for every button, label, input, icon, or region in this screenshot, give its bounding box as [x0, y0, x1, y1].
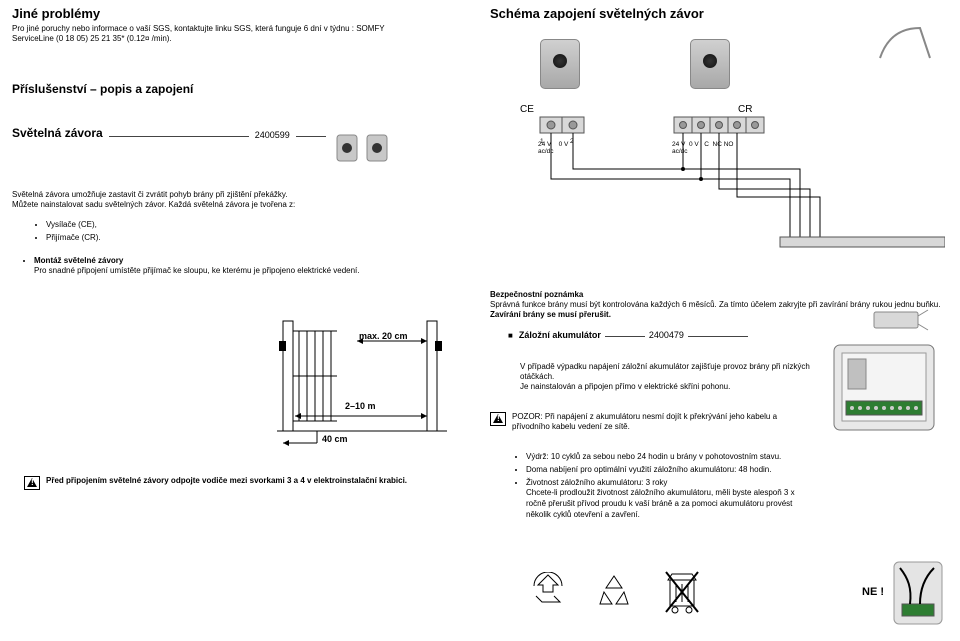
photocell-mini-illustration	[332, 131, 402, 166]
bullet-ce: Vysílače (CE),	[46, 220, 472, 231]
battery-illustration	[870, 306, 930, 334]
battery-specs: Výdrž: 10 cyklů za sebou nebo 24 hodin u…	[504, 452, 814, 521]
mount-list: Montáž světelné závory Pro snadné připoj…	[12, 256, 472, 278]
spec-3: Životnost záložního akumulátoru: 3 roky …	[526, 478, 814, 521]
warning-1: Před připojením světelné závory odpojte …	[24, 476, 409, 490]
title-schema: Schéma zapojení světelných závor	[490, 6, 945, 21]
photocell-ce-img	[540, 39, 580, 89]
product-line: Světelná závora 2400599	[12, 126, 472, 140]
l2-acdc: ac/dc	[672, 148, 688, 155]
photocell-cr-img	[690, 39, 730, 89]
safety-bold: Zavírání brány se musí přerušit.	[490, 310, 611, 319]
ne-label: NE !	[862, 586, 884, 598]
product-name: Světelná závora	[12, 126, 103, 140]
trash-icon	[662, 566, 702, 614]
mount-item: Montáž světelné závory Pro snadné připoj…	[34, 256, 472, 278]
batt-p2: Je nainstalován a připojen přímo v elekt…	[520, 382, 820, 392]
l-ncno: NC NO	[713, 141, 734, 148]
warning-icon	[24, 476, 40, 490]
l-0v: 0 V	[559, 141, 569, 148]
batt-num: 2400479	[649, 330, 684, 340]
square-bullet: ■	[508, 331, 515, 340]
title-problems: Jiné problémy	[12, 6, 472, 21]
bullet-cr: Přijímače (CR).	[46, 233, 472, 244]
recycle-row	[530, 566, 702, 614]
batt-label: Záložní akumulátor	[519, 330, 601, 340]
product-number: 2400599	[255, 130, 290, 140]
recycle-icon-2	[596, 572, 632, 608]
desc2: Můžete nainstalovat sadu světelných závo…	[12, 200, 472, 210]
title-accessories: Příslušenství – popis a zapojení	[12, 82, 472, 96]
u3	[605, 336, 645, 337]
spec-2: Doma nabíjení pro optimální využití zálo…	[526, 465, 814, 476]
warning-2: POZOR: Při napájení z akumulátoru nesmí …	[490, 412, 790, 432]
spec-1: Výdrž: 10 cyklů za sebou nebo 24 hodin u…	[526, 452, 814, 463]
recycle-icon-1	[530, 572, 566, 608]
mount-title: Montáž světelné závory	[34, 256, 123, 265]
wiring-diagram: CE CR 1 2	[490, 29, 945, 244]
mount-text: Pro snadné připojení umístěte přijímač k…	[34, 266, 360, 275]
parts-list: Vysílače (CE), Přijímače (CR).	[24, 220, 472, 244]
underline	[109, 136, 249, 137]
max-label: max. 20 cm	[359, 331, 408, 341]
safety-title: Bezpečnostní poznámka	[490, 290, 583, 299]
right-column: Schéma zapojení světelných závor CE CR 1…	[490, 6, 945, 523]
gate-diagram: max. 20 cm 2–10 m 40 cm	[277, 311, 447, 441]
dist-label: 2–10 m	[345, 401, 376, 411]
cr-term-labels: 24 V 0 V C NC NO ac/dc	[672, 142, 733, 155]
partial-pole	[870, 23, 940, 63]
problems-text: Pro jiné poruchy nebo informace o vaší S…	[12, 24, 392, 44]
u4	[688, 336, 748, 337]
ce-term-labels: 24 V 0 V ac/dc	[538, 142, 568, 155]
desc1: Světelná závora umožňuje zastavit či zvr…	[12, 190, 472, 200]
controlbox-illustration	[830, 341, 940, 436]
warning-icon-2	[490, 412, 506, 426]
l-acdc: ac/dc	[538, 148, 554, 155]
l-c: C	[704, 141, 709, 148]
terminals-svg: 1 2	[490, 109, 945, 249]
l2-0v: 0 V	[689, 141, 699, 148]
batt-p1: V případě výpadku napájení záložní akumu…	[520, 362, 820, 382]
bottom-partial-illustration	[890, 558, 945, 628]
warn2-text: POZOR: Při napájení z akumulátoru nesmí …	[512, 412, 790, 432]
left-column: Jiné problémy Pro jiné poruchy nebo info…	[12, 6, 472, 279]
cm40-label: 40 cm	[322, 434, 348, 444]
underline2	[296, 136, 326, 137]
warning1-text: Před připojením světelné závory odpojte …	[46, 476, 407, 486]
